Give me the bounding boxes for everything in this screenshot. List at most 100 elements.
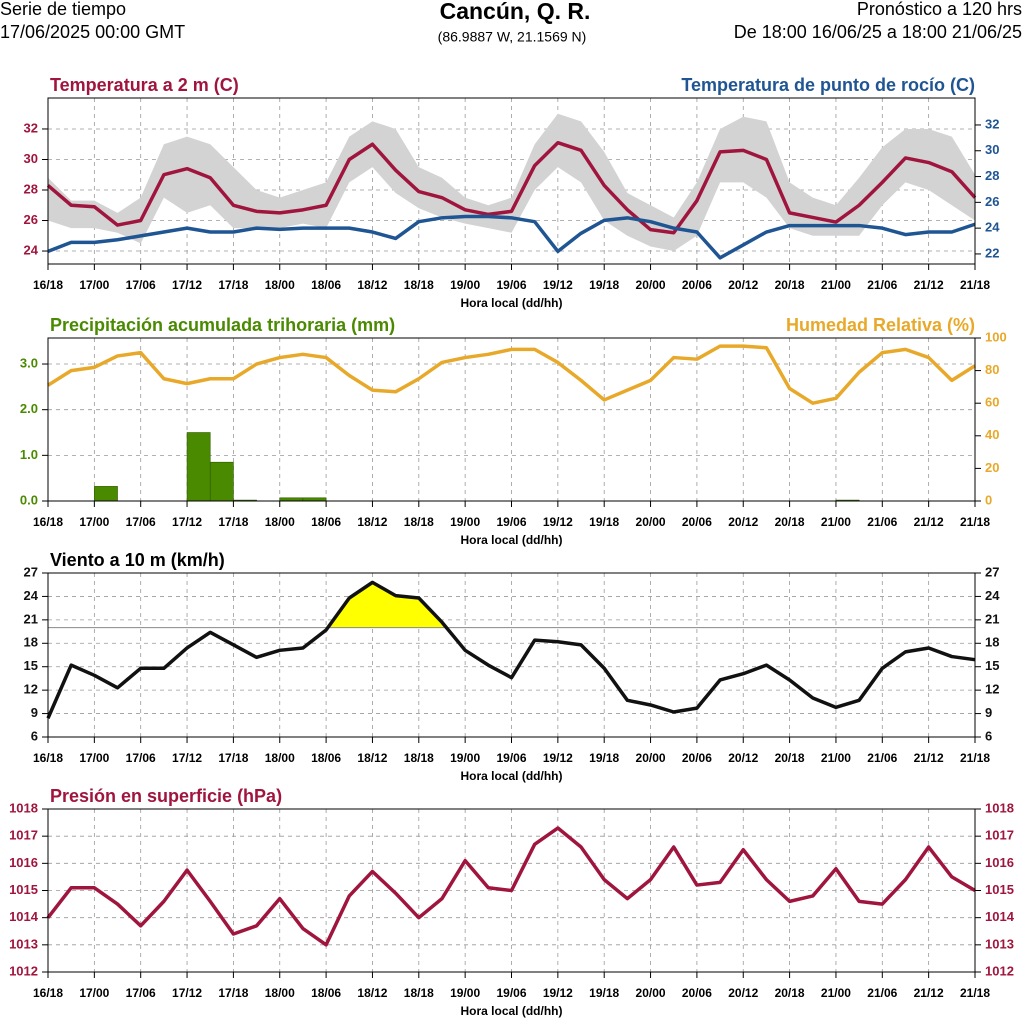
series-title: Presión en superficie (hPa) xyxy=(50,786,282,806)
y-tick-label: 18 xyxy=(24,635,38,650)
x-tick-label: 21/06 xyxy=(867,986,897,1000)
x-tick-label: 19/18 xyxy=(589,751,619,765)
x-tick-label: 21/12 xyxy=(914,986,944,1000)
x-tick-label: 17/00 xyxy=(79,986,109,1000)
plot-frame xyxy=(47,97,976,265)
x-tick-label: 21/00 xyxy=(821,986,851,1000)
x-tick-label: 18/18 xyxy=(404,515,434,529)
header-left-title: Serie de tiempo xyxy=(0,0,126,19)
x-tick-label: 19/00 xyxy=(450,751,480,765)
y-tick-label-right: 6 xyxy=(985,728,992,743)
y-tick-label-right: 21 xyxy=(985,611,999,626)
y2-tick-label: 28 xyxy=(985,168,999,183)
x-tick-label: 20/06 xyxy=(682,278,712,292)
x-tick-label: 19/18 xyxy=(589,986,619,1000)
plot-frame xyxy=(47,808,976,973)
x-tick-label: 18/18 xyxy=(404,986,434,1000)
y-tick-label-right: 9 xyxy=(985,705,992,720)
y-tick-label: 24 xyxy=(24,242,39,257)
x-axis-label: Hora local (dd/hh) xyxy=(461,769,563,783)
x-tick-label: 21/12 xyxy=(914,278,944,292)
series-title: Humedad Relativa (%) xyxy=(786,315,975,335)
x-tick-label: 21/00 xyxy=(821,278,851,292)
y-tick-label-right: 1015 xyxy=(985,882,1014,897)
series-title: Temperatura a 2 m (C) xyxy=(50,75,239,95)
x-tick-label: 20/12 xyxy=(728,751,758,765)
x-tick-label: 17/18 xyxy=(218,986,248,1000)
plot-frame xyxy=(47,572,976,738)
x-tick-label: 20/00 xyxy=(636,278,666,292)
x-tick-label: 20/18 xyxy=(775,986,805,1000)
y-tick-label: 32 xyxy=(24,120,38,135)
x-tick-label: 18/00 xyxy=(265,515,295,529)
y-tick-label: 1017 xyxy=(9,828,38,843)
y-tick-label: 15 xyxy=(24,658,38,673)
x-tick-label: 17/00 xyxy=(79,515,109,529)
y-tick-label-right: 1018 xyxy=(985,800,1014,815)
y-tick-label: 1015 xyxy=(9,882,38,897)
x-tick-label: 18/00 xyxy=(265,751,295,765)
x-tick-label: 17/12 xyxy=(172,515,202,529)
x-tick-label: 17/06 xyxy=(126,751,156,765)
y2-tick-label: 20 xyxy=(985,460,999,475)
y-tick-label: 24 xyxy=(24,588,39,603)
y-tick-label: 2.0 xyxy=(20,401,38,416)
x-tick-label: 19/12 xyxy=(543,515,573,529)
x-tick-label: 17/00 xyxy=(79,751,109,765)
x-tick-label: 20/06 xyxy=(682,751,712,765)
x-tick-label: 19/12 xyxy=(543,751,573,765)
x-tick-label: 17/12 xyxy=(172,986,202,1000)
y-tick-label-right: 18 xyxy=(985,635,999,650)
y2-tick-label: 30 xyxy=(985,142,999,157)
x-tick-label: 19/18 xyxy=(589,515,619,529)
header-title: Cancún, Q. R. xyxy=(440,0,591,24)
x-axis-label: Hora local (dd/hh) xyxy=(461,296,563,310)
x-tick-label: 18/06 xyxy=(311,986,341,1000)
x-tick-label: 17/18 xyxy=(218,515,248,529)
y2-tick-label: 80 xyxy=(985,362,999,377)
x-tick-label: 20/00 xyxy=(636,751,666,765)
header-left-subtitle: 17/06/2025 00:00 GMT xyxy=(0,22,185,42)
x-tick-label: 19/00 xyxy=(450,515,480,529)
x-tick-label: 18/06 xyxy=(311,278,341,292)
y2-tick-label: 32 xyxy=(985,116,999,131)
x-tick-label: 20/18 xyxy=(775,515,805,529)
series-line xyxy=(47,344,976,405)
y-tick-label: 1.0 xyxy=(20,447,38,462)
x-tick-label: 17/06 xyxy=(126,515,156,529)
series-title: Temperatura de punto de rocío (C) xyxy=(681,75,975,95)
y-tick-label-right: 1014 xyxy=(985,909,1015,924)
x-tick-label: 16/18 xyxy=(33,515,63,529)
x-tick-label: 19/18 xyxy=(589,278,619,292)
y-tick-label: 26 xyxy=(24,212,38,227)
x-tick-label: 17/12 xyxy=(172,278,202,292)
x-tick-label: 18/00 xyxy=(265,986,295,1000)
y-tick-label-right: 1016 xyxy=(985,855,1014,870)
x-tick-label: 17/06 xyxy=(126,278,156,292)
series-title: Viento a 10 m (km/h) xyxy=(50,550,225,570)
y-tick-label: 27 xyxy=(24,564,38,579)
x-tick-label: 18/06 xyxy=(311,751,341,765)
y2-tick-label: 26 xyxy=(985,194,999,209)
x-tick-label: 21/18 xyxy=(960,986,990,1000)
y-tick-label-right: 1017 xyxy=(985,828,1014,843)
x-tick-label: 20/00 xyxy=(636,515,666,529)
x-tick-label: 21/12 xyxy=(914,515,944,529)
x-tick-label: 18/12 xyxy=(357,751,387,765)
y2-tick-label: 0 xyxy=(985,492,992,507)
y-tick-label-right: 27 xyxy=(985,564,999,579)
x-axis-label: Hora local (dd/hh) xyxy=(461,533,563,547)
y-tick-label-right: 1013 xyxy=(985,936,1014,951)
precip-bar xyxy=(94,486,118,502)
x-tick-label: 21/06 xyxy=(867,515,897,529)
x-tick-label: 18/12 xyxy=(357,278,387,292)
x-tick-label: 21/00 xyxy=(821,751,851,765)
x-tick-label: 16/18 xyxy=(33,751,63,765)
x-tick-label: 17/00 xyxy=(79,278,109,292)
x-tick-label: 18/00 xyxy=(265,278,295,292)
x-tick-label: 19/12 xyxy=(543,986,573,1000)
y-tick-label-right: 12 xyxy=(985,682,999,697)
x-tick-label: 16/18 xyxy=(33,278,63,292)
precip-bar xyxy=(186,432,211,502)
